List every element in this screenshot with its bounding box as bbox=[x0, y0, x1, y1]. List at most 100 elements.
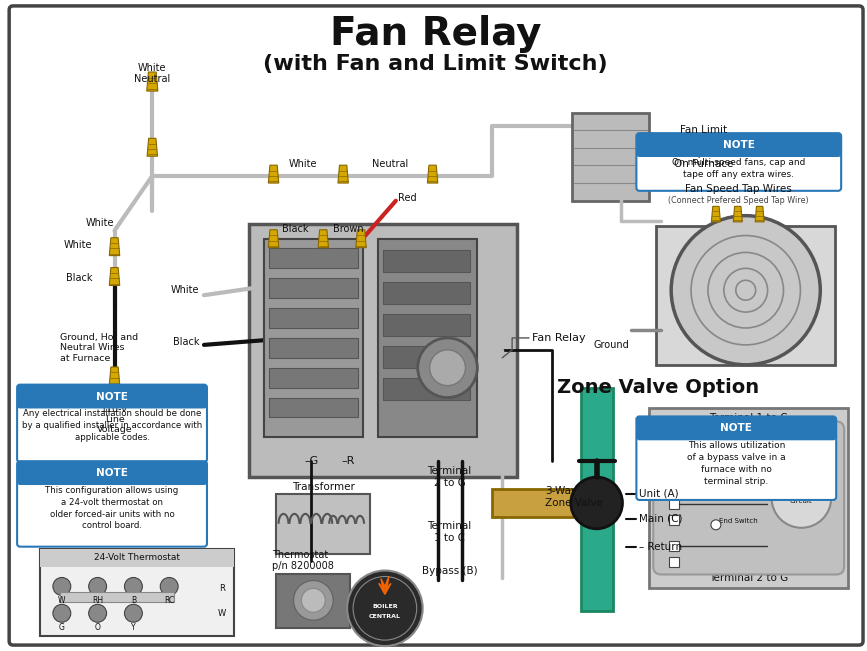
Text: Red: Red bbox=[398, 193, 416, 202]
Text: W: W bbox=[218, 609, 226, 618]
Circle shape bbox=[418, 338, 478, 398]
Bar bbox=[383, 251, 471, 272]
Bar bbox=[378, 238, 478, 437]
FancyBboxPatch shape bbox=[636, 133, 841, 191]
Polygon shape bbox=[755, 206, 764, 222]
Bar bbox=[669, 557, 679, 566]
Circle shape bbox=[711, 520, 720, 530]
Text: Fan Limit
Switch or
Snap Disc
On Furnace: Fan Limit Switch or Snap Disc On Furnace bbox=[675, 125, 733, 169]
Bar bbox=[269, 368, 358, 387]
Text: On multi-speed fans, cap and
tape off any extra wires.: On multi-speed fans, cap and tape off an… bbox=[672, 158, 805, 179]
Text: White: White bbox=[289, 159, 317, 169]
FancyBboxPatch shape bbox=[17, 385, 207, 408]
Text: White
Neutral: White Neutral bbox=[134, 62, 171, 85]
Text: Terminal
2 to G: Terminal 2 to G bbox=[427, 466, 472, 488]
Text: 3-Way
Zone Valve: 3-Way Zone Valve bbox=[545, 486, 603, 508]
Text: W: W bbox=[58, 596, 66, 605]
Text: LED: LED bbox=[686, 496, 700, 502]
Circle shape bbox=[570, 477, 623, 529]
Text: NOTE: NOTE bbox=[96, 391, 128, 402]
Bar bbox=[276, 574, 350, 628]
Text: Thermostat
p/n 8200008: Thermostat p/n 8200008 bbox=[271, 550, 334, 572]
Circle shape bbox=[53, 577, 71, 596]
Bar bbox=[649, 408, 848, 589]
Text: (with Fan and Limit Switch): (with Fan and Limit Switch) bbox=[264, 53, 608, 74]
Bar bbox=[581, 387, 612, 611]
Text: –R: –R bbox=[342, 456, 355, 466]
Text: Black: Black bbox=[173, 337, 199, 347]
Text: C: C bbox=[714, 450, 719, 460]
FancyBboxPatch shape bbox=[636, 417, 836, 500]
Text: Zone Valve Option: Zone Valve Option bbox=[557, 378, 759, 397]
Text: Motor
Circuit: Motor Circuit bbox=[790, 492, 812, 505]
Text: Bypass (B): Bypass (B) bbox=[421, 566, 478, 575]
Bar bbox=[383, 378, 471, 400]
Text: O: O bbox=[95, 623, 101, 631]
Circle shape bbox=[160, 577, 178, 596]
Text: Main (C): Main (C) bbox=[639, 514, 683, 524]
Text: White: White bbox=[86, 217, 114, 228]
Circle shape bbox=[88, 577, 107, 596]
Polygon shape bbox=[733, 206, 742, 222]
Text: Fan Speed Tap Wires: Fan Speed Tap Wires bbox=[686, 184, 792, 194]
Circle shape bbox=[347, 570, 423, 646]
Bar bbox=[40, 549, 234, 566]
Bar bbox=[40, 549, 234, 636]
Polygon shape bbox=[109, 268, 120, 285]
Text: Neutral: Neutral bbox=[372, 159, 408, 169]
Bar bbox=[269, 278, 358, 298]
Bar bbox=[492, 489, 602, 517]
Circle shape bbox=[53, 604, 71, 622]
Bar bbox=[669, 457, 679, 467]
Text: R: R bbox=[219, 584, 225, 593]
Bar bbox=[269, 398, 358, 417]
Bar bbox=[669, 473, 679, 483]
Text: Ground: Ground bbox=[594, 340, 629, 350]
Text: WY: WY bbox=[710, 492, 722, 501]
Text: G: G bbox=[59, 623, 65, 631]
FancyBboxPatch shape bbox=[636, 133, 841, 157]
Bar bbox=[669, 515, 679, 525]
Circle shape bbox=[430, 350, 466, 385]
Text: Fan Relay: Fan Relay bbox=[329, 15, 541, 53]
FancyBboxPatch shape bbox=[17, 461, 207, 547]
Circle shape bbox=[125, 604, 142, 622]
Polygon shape bbox=[269, 230, 279, 247]
FancyBboxPatch shape bbox=[17, 385, 207, 462]
Bar bbox=[383, 314, 471, 336]
Text: For illustration purposes only.: For illustration purposes only. bbox=[49, 467, 175, 476]
Polygon shape bbox=[269, 165, 279, 183]
Text: Fan Relay: Fan Relay bbox=[532, 333, 585, 343]
Text: –G: –G bbox=[304, 456, 318, 466]
Polygon shape bbox=[427, 165, 438, 183]
Bar bbox=[669, 541, 679, 551]
Text: Terminal
1 to C: Terminal 1 to C bbox=[427, 521, 472, 542]
Text: – Return: – Return bbox=[639, 542, 682, 551]
Text: (Connect Prefered Speed Tap Wire): (Connect Prefered Speed Tap Wire) bbox=[668, 196, 809, 205]
Circle shape bbox=[302, 589, 325, 613]
Text: This allows utilization
of a bypass valve in a
furnace with no
terminal strip.: This allows utilization of a bypass valv… bbox=[687, 441, 786, 486]
Polygon shape bbox=[355, 230, 366, 247]
Text: 24-Volt Thermostat: 24-Volt Thermostat bbox=[94, 553, 179, 562]
Text: Any electrical installation should be done
by a qualified installer in accordanc: Any electrical installation should be do… bbox=[22, 409, 202, 442]
Text: NOTE: NOTE bbox=[96, 468, 128, 478]
Text: Terminal 2 to G: Terminal 2 to G bbox=[709, 574, 788, 583]
Polygon shape bbox=[379, 577, 391, 594]
Bar bbox=[383, 283, 471, 304]
Text: NOTE: NOTE bbox=[720, 423, 753, 434]
Circle shape bbox=[88, 604, 107, 622]
Text: 110-V
Line
Voltage: 110-V Line Voltage bbox=[97, 404, 133, 434]
Bar bbox=[276, 494, 370, 553]
Polygon shape bbox=[338, 165, 349, 183]
Polygon shape bbox=[109, 238, 120, 256]
Bar bbox=[656, 226, 835, 365]
Bar bbox=[269, 308, 358, 328]
Text: Terminal 1 to C: Terminal 1 to C bbox=[709, 413, 788, 423]
Circle shape bbox=[671, 215, 820, 365]
Polygon shape bbox=[109, 367, 120, 385]
Bar bbox=[383, 346, 471, 368]
Polygon shape bbox=[147, 138, 158, 156]
Bar bbox=[249, 223, 517, 477]
Bar bbox=[571, 113, 649, 201]
Bar bbox=[269, 338, 358, 358]
